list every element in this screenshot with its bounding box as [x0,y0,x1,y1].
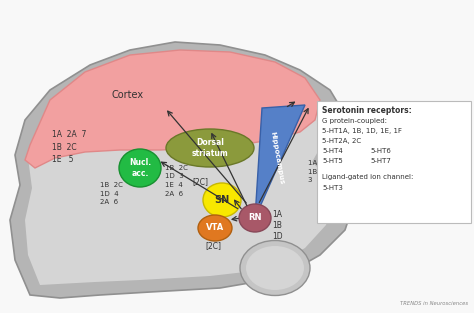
Ellipse shape [166,129,254,167]
Text: 5-HT5: 5-HT5 [322,158,343,164]
Text: 1A
1B
1D: 1A 1B 1D [272,210,283,241]
Text: 5-HT4: 5-HT4 [322,148,343,154]
Text: Hippocampus: Hippocampus [269,131,284,185]
Text: Nucl.
acc.: Nucl. acc. [129,158,151,178]
Ellipse shape [203,183,241,217]
Ellipse shape [246,246,304,290]
Text: 5-HT3: 5-HT3 [322,185,343,191]
Text: 5-HT2A, 2C: 5-HT2A, 2C [322,138,361,144]
Text: Serotonin receptors:: Serotonin receptors: [322,106,412,115]
Text: 1B  2C
1D  4
2A  6: 1B 2C 1D 4 2A 6 [100,182,123,205]
Polygon shape [10,42,355,298]
Text: Dorsal
striatum: Dorsal striatum [191,138,228,158]
Polygon shape [25,50,320,168]
Text: RN: RN [248,213,262,223]
Text: 1B  2C
1D  3
1E  4
2A  6: 1B 2C 1D 3 1E 4 2A 6 [165,165,188,197]
Ellipse shape [198,215,232,241]
Text: TRENDS in Neurosciences: TRENDS in Neurosciences [400,301,468,306]
Text: [2C]: [2C] [205,241,221,250]
Polygon shape [255,105,305,218]
Text: 1A  2A  7
1B  2C
1E   5: 1A 2A 7 1B 2C 1E 5 [52,130,86,164]
Text: 5-HT7: 5-HT7 [370,158,391,164]
Text: 5-HT1A, 1B, 1D, 1E, 1F: 5-HT1A, 1B, 1D, 1E, 1F [322,128,402,134]
Text: Ligand-gated ion channel:: Ligand-gated ion channel: [322,174,413,180]
Ellipse shape [119,149,161,187]
Text: 5-HT6: 5-HT6 [370,148,391,154]
Text: Cortex: Cortex [112,90,144,100]
FancyBboxPatch shape [317,101,471,223]
Text: G protein-coupled:: G protein-coupled: [322,118,387,124]
Text: SN: SN [214,195,229,205]
Text: VTA: VTA [206,223,224,233]
Ellipse shape [239,204,271,232]
Ellipse shape [240,240,310,295]
Text: 1A  2A
1B  2C
3    6
     7: 1A 2A 1B 2C 3 6 7 [308,160,331,192]
Text: [2C]: [2C] [192,177,208,187]
Polygon shape [25,55,335,285]
